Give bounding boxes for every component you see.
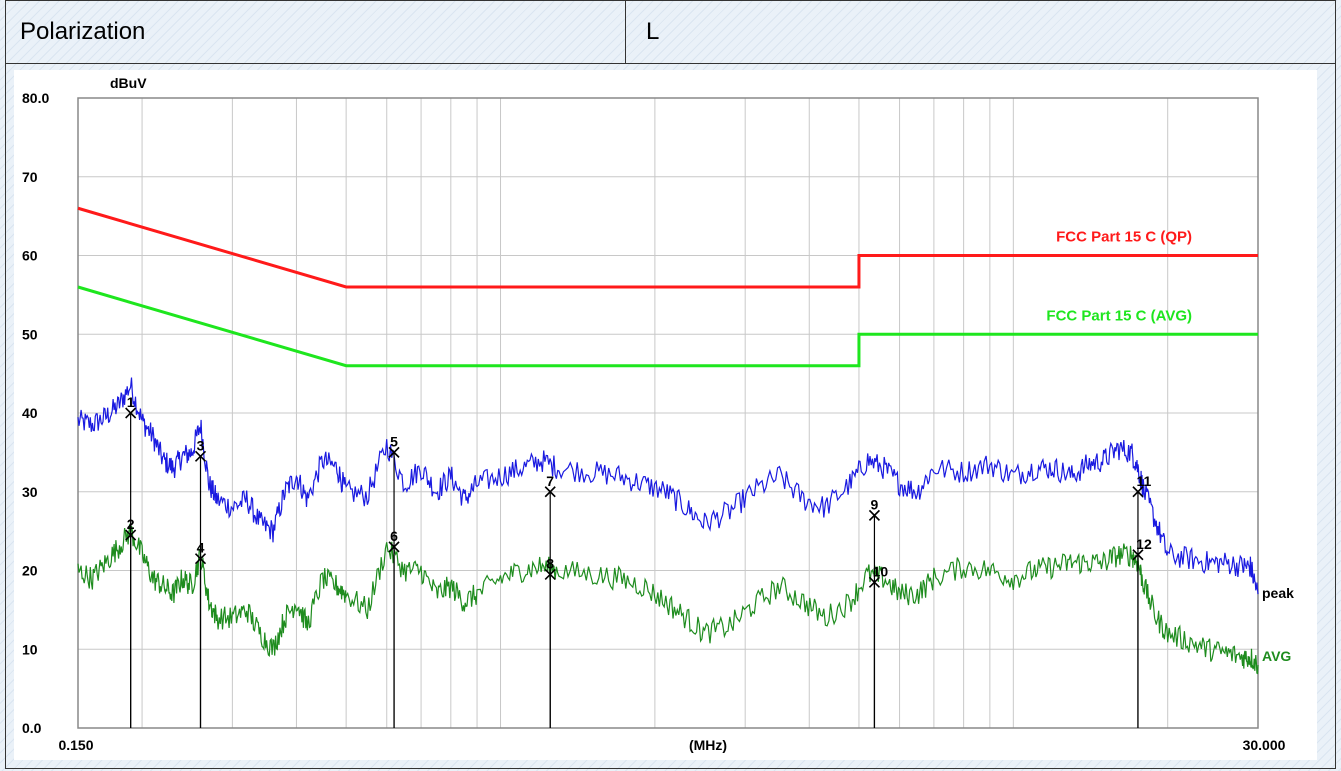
marker-x	[868, 576, 881, 588]
grid-layer	[78, 97, 1259, 729]
marker-x	[1132, 486, 1144, 498]
marker-x	[544, 486, 556, 498]
polarization-value: L	[646, 18, 660, 45]
x-tick-label: 0.150	[58, 737, 93, 753]
report-frame: Polarization L	[5, 0, 1336, 769]
emission-chart: FCC Part 15 C (QP)FCC Part 15 C (AVG) 12…	[22, 75, 1294, 753]
y-tick-label: 80.0	[22, 90, 49, 106]
series-line	[77, 377, 1259, 595]
marker-label: 5	[390, 433, 398, 449]
marker-label: 8	[546, 555, 554, 571]
y-tick-label: 70	[22, 169, 38, 185]
limit-line-label: FCC Part 15 C (QP)	[1056, 229, 1192, 246]
y-tick-label: 50	[22, 326, 38, 342]
header-row: Polarization L	[6, 1, 1335, 64]
marker-label: 4	[197, 540, 205, 556]
marker-label: 11	[1137, 473, 1152, 489]
marker-label: 2	[127, 516, 135, 532]
y-tick-label: 20	[22, 563, 38, 579]
polarization-label: Polarization	[6, 1, 626, 63]
y-tick-label: 40	[22, 405, 38, 421]
x-tick-label: 30.000	[1243, 737, 1286, 753]
marker-x	[194, 553, 207, 565]
peak-trace-label: peak	[1262, 585, 1294, 601]
limit-line-label: FCC Part 15 C (AVG)	[1046, 307, 1192, 324]
marker-x	[194, 450, 207, 462]
limit-layer: FCC Part 15 C (QP) FCC Part 15 C (AVG)	[77, 206, 1258, 368]
marker-label: 7	[546, 473, 554, 489]
marker-label: 12	[1136, 536, 1152, 552]
marker-label: 6	[390, 528, 398, 544]
marker-label: 3	[197, 437, 205, 453]
marker-x	[125, 529, 137, 541]
y-tick-label: 60	[22, 248, 38, 264]
marker-x	[125, 407, 137, 419]
marker-x	[868, 509, 881, 521]
marker-x	[388, 541, 400, 553]
marker-x	[544, 568, 556, 581]
plot-border	[77, 97, 1259, 729]
y-tick-label: 0.0	[22, 720, 42, 736]
y-axis-label: dBuV	[110, 75, 147, 91]
y-tick-label: 10	[22, 641, 38, 657]
marker-label: 10	[873, 563, 889, 579]
series-line	[77, 523, 1259, 675]
x-axis-label: (MHz)	[689, 737, 727, 753]
marker-label: 9	[871, 496, 879, 512]
marker-x	[388, 446, 400, 458]
label-layer: 0.0 10 20 30 40 50 60 70 80.0 dBuV 0.150 30.000 (MHz…	[22, 75, 1294, 753]
limit-line	[77, 285, 1258, 368]
series-layer	[77, 377, 1259, 675]
marker-x	[1132, 549, 1144, 561]
marker-label: 1	[127, 394, 135, 410]
avg-trace-label: AVG	[1262, 648, 1291, 664]
limit-line	[77, 206, 1258, 289]
y-tick-label: 30	[22, 484, 38, 500]
